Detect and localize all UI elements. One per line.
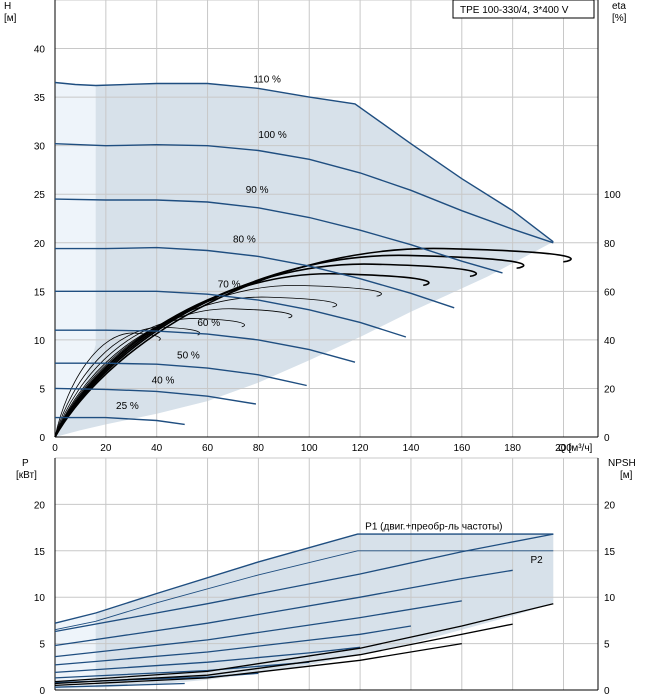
x-axis-label: Q [м³/ч] bbox=[558, 443, 593, 454]
power-curve bbox=[54, 661, 310, 679]
y-tick-label: 0 bbox=[39, 433, 45, 444]
speed-label: 80 % bbox=[233, 235, 256, 246]
operating-area bbox=[55, 82, 554, 437]
npsh-curve bbox=[54, 623, 513, 685]
y-right-axis-label: NPSH bbox=[608, 458, 636, 469]
y-right-tick-label: 0 bbox=[604, 686, 610, 697]
x-tick-label: 100 bbox=[301, 443, 318, 454]
y-tick-label: 40 bbox=[34, 45, 46, 56]
y-tick-label: 5 bbox=[39, 640, 45, 651]
y-tick-label: 10 bbox=[34, 336, 46, 347]
y-axis-unit: [кВт] bbox=[16, 470, 37, 481]
x-tick-label: 200 bbox=[555, 443, 572, 454]
low-flow-area bbox=[55, 82, 96, 437]
head-curve bbox=[54, 81, 554, 243]
p2-label: P2 bbox=[530, 555, 543, 566]
pump-label-box: TPE 100-330/4, 3*400 V bbox=[452, 0, 595, 19]
y-tick-label: 5 bbox=[39, 384, 45, 395]
power-curve bbox=[54, 600, 462, 658]
head-curve bbox=[54, 198, 503, 274]
efficiency-curve bbox=[54, 326, 201, 438]
y-axis-label: H bbox=[4, 1, 11, 12]
power-curve bbox=[54, 646, 361, 674]
p1-envelope bbox=[54, 533, 554, 624]
head-curve bbox=[54, 143, 554, 244]
y-tick-label: 15 bbox=[34, 547, 46, 558]
efficiency-curve bbox=[54, 318, 245, 438]
speed-label: 70 % bbox=[218, 279, 241, 290]
npsh-curve bbox=[54, 603, 554, 683]
pump-label: TPE 100-330/4, 3*400 V bbox=[460, 5, 569, 16]
head-curve bbox=[54, 387, 257, 405]
power-npsh-plot: P1 (двиг.+преобр-ль частоты)P20510152005… bbox=[16, 457, 636, 697]
y-tick-label: 25 bbox=[34, 190, 46, 201]
y-right-axis-unit: [%] bbox=[612, 13, 627, 24]
x-tick-label: 0 bbox=[52, 443, 58, 454]
y-tick-label: 30 bbox=[34, 142, 46, 153]
power-curve bbox=[54, 682, 185, 688]
y-right-axis-unit: [м] bbox=[620, 470, 633, 481]
npsh-curve bbox=[54, 642, 462, 687]
speed-label: 90 % bbox=[246, 185, 269, 196]
efficiency-curve bbox=[54, 308, 293, 438]
head-curve bbox=[55, 246, 455, 309]
y-tick-label: 10 bbox=[34, 593, 46, 604]
x-tick-label: 140 bbox=[403, 443, 420, 454]
y-tick-label: 0 bbox=[39, 686, 45, 697]
p1-label: P1 (двиг.+преобр-ль частоты) bbox=[365, 520, 502, 532]
x-tick-label: 160 bbox=[453, 443, 470, 454]
x-tick-label: 120 bbox=[352, 443, 369, 454]
y-right-tick-label: 0 bbox=[604, 433, 610, 444]
y-tick-label: 15 bbox=[34, 287, 46, 298]
power-area bbox=[55, 534, 554, 690]
power-curve bbox=[54, 625, 412, 666]
efficiency-curve bbox=[54, 247, 572, 438]
y-right-tick-label: 15 bbox=[604, 547, 616, 558]
head-curve bbox=[55, 329, 356, 363]
speed-label: 40 % bbox=[152, 376, 175, 387]
y-right-tick-label: 100 bbox=[604, 190, 621, 201]
efficiency-curve bbox=[54, 296, 338, 438]
efficiency-curve bbox=[54, 285, 382, 438]
speed-label: 100 % bbox=[258, 130, 286, 141]
x-tick-label: 20 bbox=[100, 443, 112, 454]
efficiency-curve bbox=[54, 263, 478, 438]
y-tick-label: 35 bbox=[34, 93, 46, 104]
y-right-tick-label: 10 bbox=[604, 593, 616, 604]
y-axis-unit: [м] bbox=[4, 13, 17, 24]
x-tick-label: 60 bbox=[202, 443, 214, 454]
y-right-tick-label: 20 bbox=[604, 500, 616, 511]
y-axis-label: P bbox=[22, 458, 29, 469]
y-right-tick-label: 5 bbox=[604, 640, 610, 651]
y-right-tick-label: 20 bbox=[604, 384, 616, 395]
speed-label: 50 % bbox=[177, 350, 200, 361]
y-right-tick-label: 60 bbox=[604, 287, 616, 298]
x-tick-label: 40 bbox=[151, 443, 163, 454]
x-tick-label: 180 bbox=[504, 443, 521, 454]
x-tick-label: 80 bbox=[253, 443, 265, 454]
head-curve bbox=[55, 416, 185, 426]
y-right-tick-label: 40 bbox=[604, 336, 616, 347]
y-right-tick-label: 80 bbox=[604, 239, 616, 250]
head-efficiency-plot: 110 % 100 % 90 % 80 % 70 % 60 % 50 % 40 % 25 % 0 2… bbox=[4, 0, 627, 454]
y-right-axis-label: eta bbox=[612, 1, 626, 12]
speed-label: 25 % bbox=[116, 401, 139, 412]
head-curve bbox=[55, 290, 407, 338]
efficiency-curve bbox=[54, 332, 161, 438]
y-tick-label: 20 bbox=[34, 239, 46, 250]
p2-envelope bbox=[54, 550, 554, 631]
efficiency-curve bbox=[54, 273, 430, 438]
head-curve bbox=[55, 362, 307, 387]
speed-label: 110 % bbox=[253, 74, 281, 85]
power-curve bbox=[54, 569, 513, 647]
speed-label: 60 % bbox=[197, 318, 220, 329]
power-curve bbox=[54, 533, 554, 633]
y-tick-label: 20 bbox=[34, 500, 46, 511]
